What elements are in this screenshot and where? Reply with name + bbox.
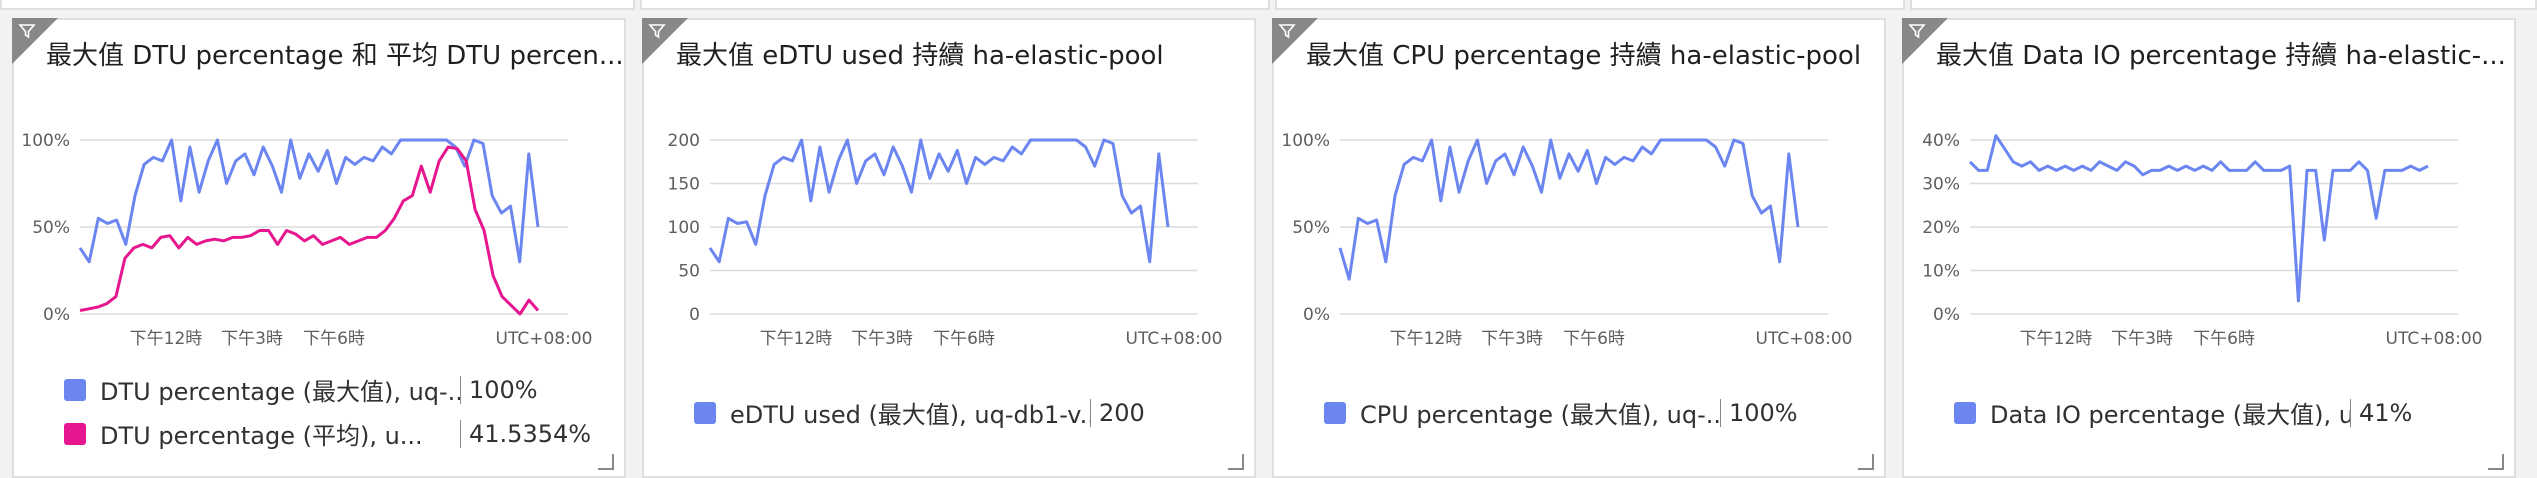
upper-tile-edge [1910, 0, 2537, 10]
legend-label: DTU percentage (最大值), uq-... [100, 378, 460, 406]
y-tick-label: 100% [21, 131, 70, 151]
legend-swatch [64, 422, 86, 445]
x-tick-label: 下午6時 [303, 329, 365, 349]
y-tick-label: 200 [668, 131, 700, 151]
legend-value: 200 [1090, 398, 1145, 427]
series-line[interactable] [79, 145, 540, 316]
line-chart[interactable]: 100% 50% 0% 下午12時 下午3時 下午6時 UTC+08:00 [1274, 100, 1874, 350]
series-line[interactable] [1968, 134, 2429, 303]
y-tick-label: 50% [32, 218, 70, 238]
upper-tile-edge [1275, 0, 1905, 10]
tile-title[interactable]: 最大值 DTU percentage 和 平均 DTU percen... [46, 41, 624, 71]
legend-swatch [1324, 401, 1346, 424]
y-tick-label: 40% [1922, 131, 1960, 151]
metric-tile[interactable]: 最大值 eDTU used 持續 ha-elastic-pool 200 150 10… [642, 18, 1256, 478]
y-tick-label: 0 [689, 305, 700, 325]
x-tick-label: 下午6時 [933, 329, 995, 349]
line-chart[interactable]: 200 150 100 50 0 下午12時 下午3時 下午6時 UTC+08:00 [644, 100, 1244, 350]
timezone-label: UTC+08:00 [1756, 329, 1853, 349]
tile-title[interactable]: 最大值 Data IO percentage 持續 ha-elastic-... [1936, 41, 2506, 71]
legend-label: DTU percentage (平均), u... [100, 422, 423, 450]
tile-title[interactable]: 最大值 eDTU used 持續 ha-elastic-pool [676, 41, 1164, 71]
series-line[interactable] [1338, 138, 1800, 281]
x-tick-label: 下午3時 [2111, 329, 2173, 349]
x-tick-label: 下午12時 [760, 329, 833, 349]
line-chart[interactable]: 40% 30% 20% 10% 0% 下午12時 下午3時 下午6時 UTC+08:00 [1904, 100, 2504, 350]
legend-value: 100% [460, 375, 538, 404]
line-chart[interactable]: 100% 50% 0% 下午12時 下午3時 下午6時 UTC+08:00 [14, 100, 614, 350]
x-tick-label: 下午3時 [851, 329, 913, 349]
upper-tile-edge [0, 0, 635, 10]
legend-label: CPU percentage (最大值), uq-... [1360, 401, 1720, 429]
legend-swatch [1954, 401, 1976, 424]
x-tick-label: 下午3時 [1481, 329, 1543, 349]
legend-value: 41.5354% [460, 419, 591, 448]
resize-handle[interactable] [2488, 454, 2504, 470]
legend-label: eDTU used (最大值), uq-db1-v... [730, 401, 1090, 429]
metric-tile[interactable]: 最大值 Data IO percentage 持續 ha-elastic-...… [1902, 18, 2516, 478]
legend-item[interactable]: DTU percentage (平均), u... 41.5354% [64, 416, 591, 451]
y-tick-label: 100% [1281, 131, 1330, 151]
series-line[interactable] [708, 138, 1170, 264]
metric-tile[interactable]: 最大值 DTU percentage 和 平均 DTU percen... 100… [12, 18, 626, 478]
legend-item[interactable]: Data IO percentage (最大值), u... 41% [1954, 395, 2412, 430]
resize-handle[interactable] [1228, 454, 1244, 470]
timezone-label: UTC+08:00 [496, 329, 593, 349]
series-line[interactable] [78, 138, 540, 264]
tile-title[interactable]: 最大值 CPU percentage 持續 ha-elastic-pool [1306, 41, 1862, 71]
y-tick-label: 50% [1292, 218, 1330, 238]
y-tick-label: 0% [1933, 305, 1960, 325]
legend-item[interactable]: CPU percentage (最大值), uq-... 100% [1324, 395, 1798, 430]
y-tick-label: 150 [668, 175, 700, 195]
y-tick-label: 20% [1922, 218, 1960, 238]
x-tick-label: 下午12時 [130, 329, 203, 349]
x-tick-label: 下午3時 [221, 329, 283, 349]
x-tick-label: 下午12時 [1390, 329, 1463, 349]
filter-icon [18, 24, 36, 39]
y-tick-label: 0% [43, 305, 70, 325]
filter-icon [1908, 24, 1926, 39]
resize-handle[interactable] [598, 454, 614, 470]
legend-swatch [694, 401, 716, 424]
y-tick-label: 100 [668, 218, 700, 238]
x-tick-label: 下午6時 [2193, 329, 2255, 349]
metric-tile[interactable]: 最大值 CPU percentage 持續 ha-elastic-pool 100… [1272, 18, 1886, 478]
x-tick-label: 下午12時 [2020, 329, 2093, 349]
y-tick-label: 50 [678, 262, 700, 282]
x-tick-label: 下午6時 [1563, 329, 1625, 349]
legend-value: 100% [1720, 398, 1798, 427]
legend-value: 41% [2350, 398, 2412, 427]
timezone-label: UTC+08:00 [2386, 329, 2483, 349]
filter-icon [1278, 24, 1296, 39]
y-tick-label: 30% [1922, 175, 1960, 195]
y-tick-label: 10% [1922, 262, 1960, 282]
legend-item[interactable]: eDTU used (最大值), uq-db1-v... 200 [694, 395, 1145, 430]
upper-tile-edge [640, 0, 1270, 10]
y-tick-label: 0% [1303, 305, 1330, 325]
resize-handle[interactable] [1858, 454, 1874, 470]
legend-swatch [64, 378, 86, 401]
timezone-label: UTC+08:00 [1126, 329, 1223, 349]
filter-icon [648, 24, 666, 39]
legend-item[interactable]: DTU percentage (最大值), uq-... 100% [64, 372, 538, 407]
legend-label: Data IO percentage (最大值), u... [1990, 401, 2350, 429]
